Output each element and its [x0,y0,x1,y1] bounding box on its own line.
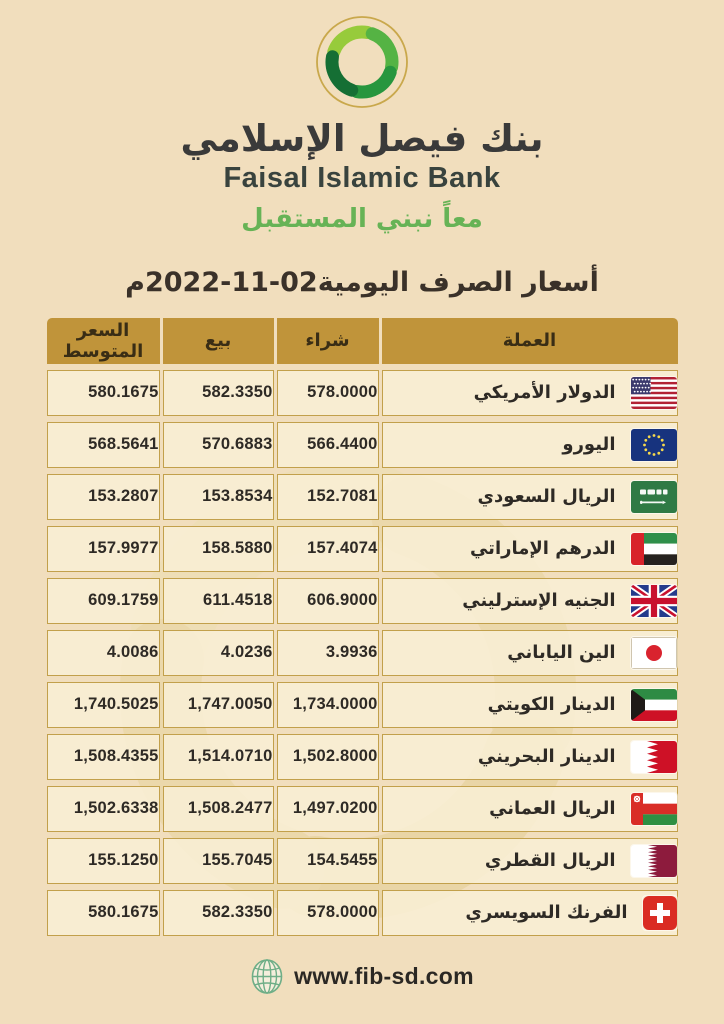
column-header-currency: العملة [381,317,678,364]
sell-rate-cell: 1,508.2477 [162,785,274,832]
sell-rate-cell: 1,747.0050 [162,681,274,728]
sell-rate-cell: 582.3350 [162,889,274,936]
currency-name: الدينار الكويتي [487,694,616,716]
average-rate-cell: 1,502.6338 [46,785,160,832]
buy-rate-cell: 578.0000 [276,889,379,936]
bh-flag-icon [630,740,677,773]
currency-cell: الجنيه الإسترليني [381,577,678,624]
bank-tagline: معاً نبني المستقبل [241,203,483,234]
column-header-average: السعر المتوسط [46,317,160,364]
average-rate-cell: 568.5641 [46,421,160,468]
currency-cell: الدينار الكويتي [381,681,678,728]
kw-flag-icon [630,688,677,721]
rates-table-zone: العملة شراء بيع السعر المتوسط الدولار ال… [0,312,724,942]
eu-flag-icon [630,428,677,461]
buy-rate-cell: 566.4400 [276,421,379,468]
jp-flag-icon [630,636,677,669]
ae-flag-icon [630,532,677,565]
table-row: الريال العماني 1,497.0200 1,508.2477 1,502.… [46,785,678,832]
currency-name: الدرهم الإماراتي [469,538,616,560]
table-row: الدرهم الإماراتي 157.4074 158.5880 157.9977 [46,525,678,572]
currency-cell: الريال العماني [381,785,678,832]
currency-cell: الدرهم الإماراتي [381,525,678,572]
buy-rate-cell: 1,497.0200 [276,785,379,832]
site-footer: www.fib-sd.com [0,958,724,995]
exchange-rates-table: العملة شراء بيع السعر المتوسط الدولار ال… [44,312,681,942]
currency-name: الين الياباني [507,642,616,664]
average-rate-cell: 1,740.5025 [46,681,160,728]
currency-name: الدينار البحريني [477,746,616,768]
sell-rate-cell: 153.8534 [162,473,274,520]
currency-cell: الريال السعودي [381,473,678,520]
table-row: الفرنك السويسري 578.0000 582.3350 580.1675 [46,889,678,936]
currency-cell: الدينار البحريني [381,733,678,780]
buy-rate-cell: 1,734.0000 [276,681,379,728]
buy-rate-cell: 578.0000 [276,369,379,416]
page-title: أسعار الصرف اليومية02-11-2022م [125,267,599,299]
currency-name: الجنيه الإسترليني [462,590,616,612]
rates-tbody: الدولار الأمريكي 578.0000 582.3350 580.1675… [46,369,678,936]
sell-rate-cell: 1,514.0710 [162,733,274,780]
currency-name: الريال السعودي [477,486,616,508]
bank-name-arabic: بنك فيصل الإسلامي [180,117,544,160]
table-row: الين الياباني 3.9936 4.0236 4.0086 [46,629,678,676]
buy-rate-cell: 154.5455 [276,837,379,884]
currency-cell: الدولار الأمريكي [381,369,678,416]
currency-name: الريال العماني [489,798,616,820]
qa-flag-icon [630,844,677,877]
sell-rate-cell: 158.5880 [162,525,274,572]
average-rate-cell: 155.1250 [46,837,160,884]
buy-rate-cell: 152.7081 [276,473,379,520]
table-row: اليورو 566.4400 570.6883 568.5641 [46,421,678,468]
sell-rate-cell: 582.3350 [162,369,274,416]
currency-cell: الفرنك السويسري [381,889,678,936]
table-row: الريال السعودي 152.7081 153.8534 153.2807 [46,473,678,520]
currency-name: اليورو [562,434,616,456]
gb-flag-icon [630,584,677,617]
average-rate-cell: 609.1759 [46,577,160,624]
table-row: الدولار الأمريكي 578.0000 582.3350 580.1675 [46,369,678,416]
currency-name: الريال القطري [484,850,616,872]
currency-cell: الريال القطري [381,837,678,884]
globe-icon [250,958,284,995]
sa-flag-icon [630,480,677,513]
average-rate-cell: 580.1675 [46,889,160,936]
buy-rate-cell: 3.9936 [276,629,379,676]
brand-block: بنك فيصل الإسلامي Faisal Islamic Bank مع… [0,0,724,233]
buy-rate-cell: 157.4074 [276,525,379,572]
currency-name: الفرنك السويسري [465,902,628,924]
average-rate-cell: 157.9977 [46,525,160,572]
average-rate-cell: 153.2807 [46,473,160,520]
average-rate-cell: 1,508.4355 [46,733,160,780]
currency-cell: اليورو [381,421,678,468]
buy-rate-cell: 606.9000 [276,577,379,624]
ch-flag-icon [642,895,677,930]
column-header-buy: شراء [276,317,379,364]
currency-name: الدولار الأمريكي [473,382,616,404]
sell-rate-cell: 570.6883 [162,421,274,468]
table-row: الدينار الكويتي 1,734.0000 1,747.0050 1,740… [46,681,678,728]
currency-cell: الين الياباني [381,629,678,676]
average-rate-cell: 580.1675 [46,369,160,416]
table-row: الدينار البحريني 1,502.8000 1,514.0710 1,50… [46,733,678,780]
sell-rate-cell: 4.0236 [162,629,274,676]
table-header-row: العملة شراء بيع السعر المتوسط [46,317,678,364]
us-flag-icon [630,376,677,409]
faisal-swirl-logo-icon [314,14,410,110]
buy-rate-cell: 1,502.8000 [276,733,379,780]
average-rate-cell: 4.0086 [46,629,160,676]
column-header-sell: بيع [162,317,274,364]
bank-name-english: Faisal Islamic Bank [223,161,501,194]
sell-rate-cell: 155.7045 [162,837,274,884]
table-row: الجنيه الإسترليني 606.9000 611.4518 609.175… [46,577,678,624]
table-row: الريال القطري 154.5455 155.7045 155.1250 [46,837,678,884]
sell-rate-cell: 611.4518 [162,577,274,624]
om-flag-icon [630,792,677,825]
footer-website: www.fib-sd.com [294,962,474,989]
